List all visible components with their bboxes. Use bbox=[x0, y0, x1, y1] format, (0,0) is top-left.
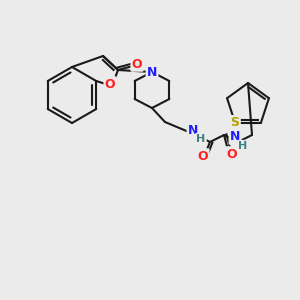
Text: O: O bbox=[227, 148, 237, 160]
Text: N: N bbox=[188, 124, 198, 136]
Text: S: S bbox=[231, 116, 240, 129]
Text: H: H bbox=[238, 141, 247, 151]
Text: O: O bbox=[198, 149, 208, 163]
Text: H: H bbox=[196, 134, 206, 144]
Text: O: O bbox=[132, 58, 142, 70]
Text: N: N bbox=[230, 130, 240, 143]
Text: N: N bbox=[147, 65, 157, 79]
Text: O: O bbox=[105, 77, 115, 91]
